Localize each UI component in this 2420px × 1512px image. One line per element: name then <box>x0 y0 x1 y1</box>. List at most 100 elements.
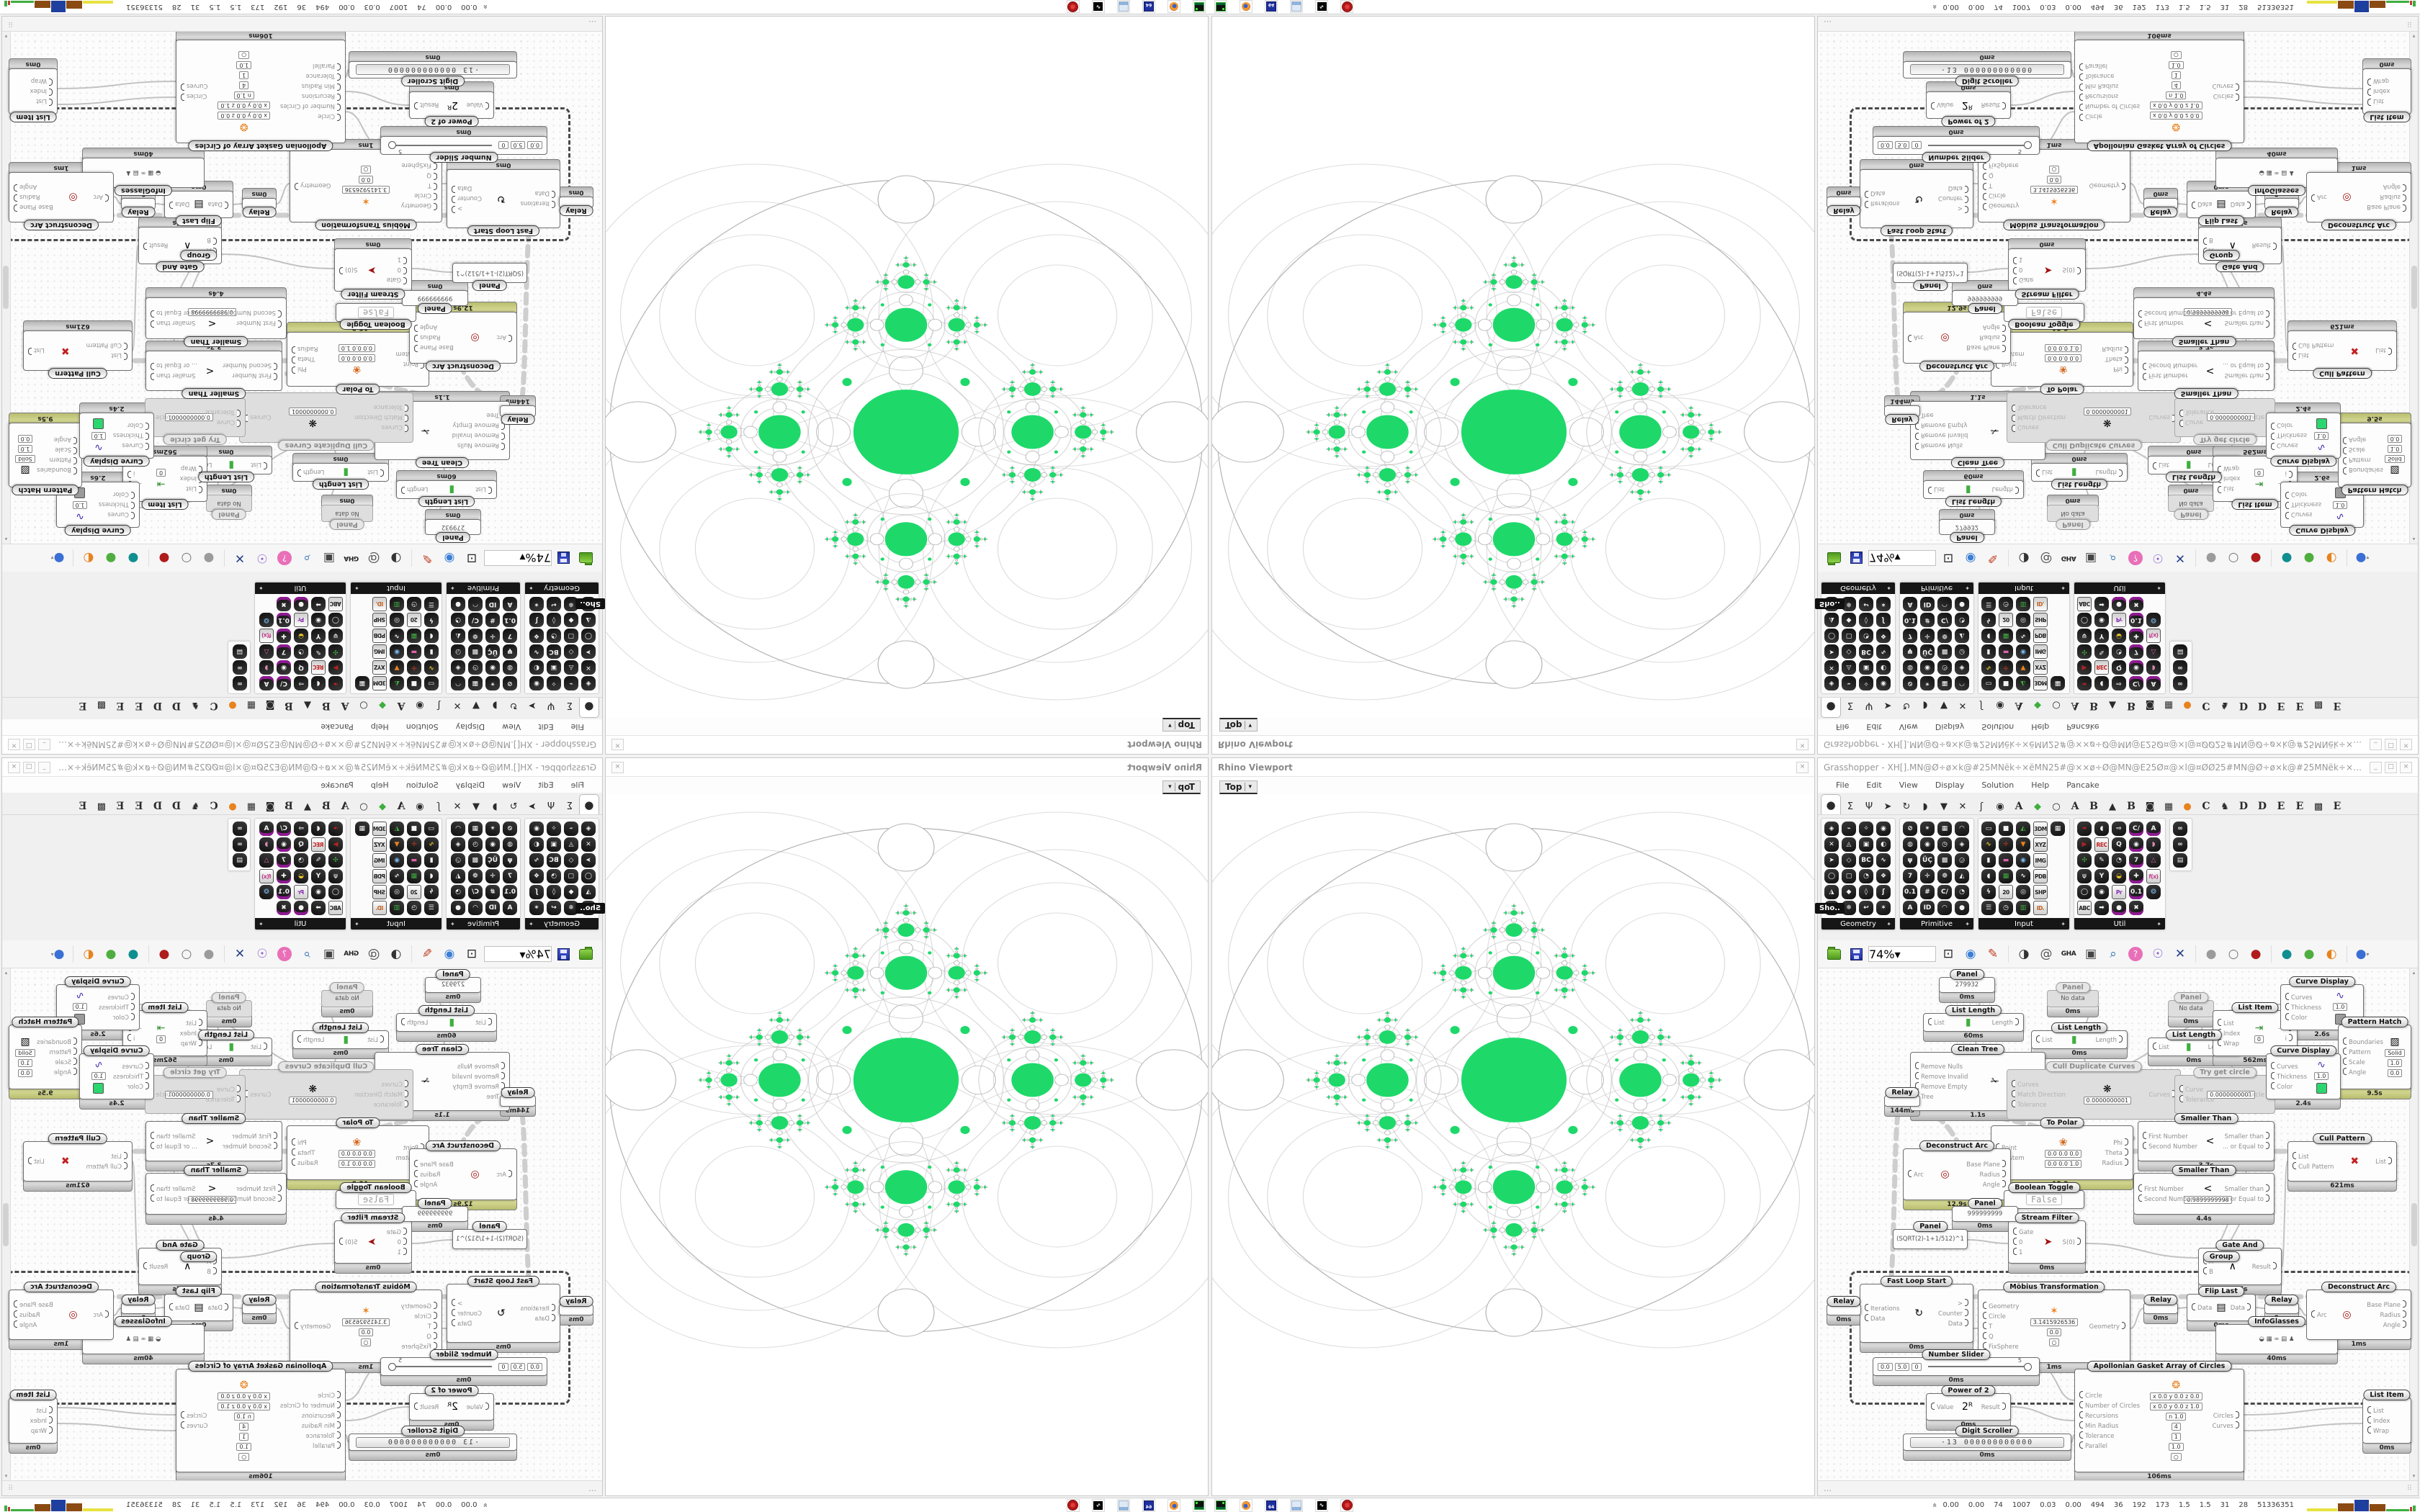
input-param[interactable]: Index <box>2367 1416 2390 1426</box>
object-button[interactable]: ◑ <box>390 551 402 565</box>
value-box[interactable]: 4 <box>2171 81 2181 89</box>
input-param[interactable]: List <box>36 1406 53 1416</box>
component-icon[interactable]: 20 <box>1999 613 2013 627</box>
preview-off-button[interactable]: ● <box>203 947 215 961</box>
component-icon[interactable]: ▦ <box>2051 822 2065 836</box>
component-icon[interactable]: # <box>485 885 500 899</box>
node-apollonian-gasket-array-of-circles[interactable]: Apollonian Gasket Array of Circles Circle… <box>176 1361 346 1480</box>
component-icon[interactable]: f(x) <box>259 869 274 883</box>
input-param[interactable]: 1 <box>2013 1248 2022 1257</box>
component-icon[interactable]: ◔ <box>294 644 308 659</box>
input-param[interactable]: Arc <box>2311 1310 2327 1320</box>
output-param[interactable]: Theta <box>292 1148 315 1158</box>
custom-preview-green-button[interactable]: ● <box>2303 551 2315 565</box>
output-param[interactable]: Angle <box>1983 1180 2006 1189</box>
input-param[interactable]: Circle <box>318 1391 341 1400</box>
input-param[interactable]: Cull Pattern <box>2293 1162 2334 1171</box>
component-icon[interactable]: ABC <box>328 597 343 611</box>
component-icon[interactable]: ⍦ <box>328 869 343 883</box>
component-icon[interactable]: ⊘ <box>503 676 517 690</box>
node-cull-duplicate-curves[interactable]: Cull Duplicate Curves Curves Match Directi… <box>239 392 413 451</box>
category-tab-8[interactable]: ʃ <box>1979 801 1984 812</box>
input-param[interactable]: List <box>111 351 127 361</box>
component-icon[interactable]: ʃ <box>1876 613 1891 627</box>
input-param[interactable]: Second Number <box>2143 1142 2197 1151</box>
weave-button[interactable]: ✕ <box>234 551 246 565</box>
output-param[interactable]: > <box>452 204 462 214</box>
output-param[interactable]: Curves <box>181 1421 208 1431</box>
input-param[interactable]: Cull Pattern <box>2293 341 2334 351</box>
finder-button[interactable]: ⌕ <box>2110 947 2117 961</box>
component-icon[interactable]: ▤ <box>2173 644 2187 659</box>
component-icon[interactable]: 0.1 <box>1903 613 1917 627</box>
component-icon[interactable]: ʃ <box>1876 885 1891 899</box>
input-param[interactable]: Thickness <box>113 431 149 441</box>
node-power-of-2[interactable]: Power of 2 Value 2ᴿ Result 0ms <box>409 81 494 127</box>
component-icon[interactable]: ▤ <box>2173 853 2187 868</box>
component-icon[interactable]: ◯ <box>581 629 596 643</box>
input-param[interactable]: Min Radius <box>2079 82 2118 91</box>
component-icon[interactable]: Q <box>294 660 308 675</box>
component-icon[interactable]: A <box>2146 822 2161 836</box>
preview-wireframe-button[interactable]: ○ <box>181 551 192 565</box>
input-param[interactable]: Recursions <box>302 1411 341 1421</box>
node-panel[interactable]: Panel No data 0ms <box>2047 982 2099 1017</box>
input-param[interactable]: Arc <box>93 1310 109 1320</box>
component-icon[interactable]: ▥ <box>390 597 404 611</box>
component-icon[interactable]: ☰ <box>424 597 439 611</box>
output-param[interactable]: Geometry <box>295 181 331 191</box>
component-icon[interactable]: ▥ <box>2016 597 2030 611</box>
component-icon[interactable]: ✛ <box>1920 869 1935 883</box>
value-box[interactable]: 0.0000000001 <box>2083 408 2132 415</box>
component-icon[interactable]: Q <box>2112 837 2126 852</box>
input-param[interactable]: Color <box>2271 1082 2293 1092</box>
component-icon[interactable]: REC <box>2094 660 2109 675</box>
category-tab-3[interactable]: ➤ <box>1883 700 1892 711</box>
firefox-icon[interactable] <box>1240 0 1252 14</box>
floppy-64-icon[interactable]: 64 <box>1142 1498 1155 1512</box>
component-icon[interactable]: ◍ <box>1903 837 1917 852</box>
input-param[interactable]: 1 <box>398 1248 407 1257</box>
close-icon[interactable]: × <box>611 761 624 773</box>
value-box[interactable]: x 0.0 y 0.0 z 0.0 <box>2149 1392 2202 1400</box>
preview-off-button[interactable]: ● <box>203 551 215 565</box>
component-icon[interactable]: ▩ <box>1937 644 1952 659</box>
input-param[interactable]: Iterations <box>1865 1304 1899 1313</box>
input-param[interactable]: Thickness <box>99 500 135 510</box>
chevron-down-icon[interactable]: ▾ <box>50 950 54 958</box>
node-digit-scroller[interactable]: Digit Scroller ·13 000000000000 0ms <box>349 1426 517 1461</box>
gh-canvas[interactable]: Group Panel 279932 0ms List Length List ▮ Lengt… <box>1818 968 2418 1480</box>
node-panel[interactable]: Panel (SQRT(2)-1+1/512)^1 <box>1893 1221 1968 1249</box>
component-icon[interactable]: 7 <box>277 853 291 868</box>
value-box[interactable]: 1.0 <box>72 1003 88 1011</box>
category-tab-5[interactable]: ◗ <box>492 801 498 812</box>
window-button[interactable]: ▣ <box>323 551 336 565</box>
output-param[interactable]: Radius <box>1979 1170 2006 1179</box>
component-icon[interactable]: ◬ <box>564 837 578 852</box>
output-param[interactable]: Smaller than <box>2225 372 2269 381</box>
slider-value[interactable]: 0 <box>1912 1362 1922 1371</box>
panel-footer-util[interactable]: Util ✦ <box>2074 918 2165 930</box>
rhino-titlebar[interactable]: Rhino Viewport × <box>1212 758 1814 777</box>
component-icon[interactable]: ▢ <box>564 629 578 643</box>
input-param[interactable]: Pattern <box>49 456 77 465</box>
category-tab-17[interactable]: ◙ <box>2145 801 2155 812</box>
input-param[interactable]: Number of Circles <box>2079 102 2140 112</box>
input-param[interactable]: First Number <box>2138 1184 2184 1194</box>
component-icon[interactable]: ◉ <box>390 644 404 659</box>
component-icon[interactable]: △ <box>259 853 274 868</box>
component-icon[interactable]: △ <box>2146 853 2161 868</box>
component-icon[interactable]: Pr <box>294 885 308 899</box>
component-icon[interactable]: ◒ <box>2112 629 2126 643</box>
category-tab-7[interactable]: ✕ <box>1958 700 1967 711</box>
component-icon[interactable]: ↩ <box>547 901 561 915</box>
output-param[interactable]: ... or Equal to <box>2223 361 2269 371</box>
component-icon[interactable]: 20 <box>407 885 421 899</box>
menu-solution[interactable]: Solution <box>405 780 439 790</box>
output-param[interactable]: Curves <box>2212 1421 2239 1431</box>
node-apollonian-gasket-array-of-circles[interactable]: Apollonian Gasket Array of Circles Circle… <box>2074 32 2244 151</box>
node-cull-pattern[interactable]: Cull Pattern List Cull Pattern ✖ List 621ms <box>23 320 133 379</box>
output-param[interactable]: Data <box>169 200 189 210</box>
value-box[interactable]: 1 <box>239 1433 249 1441</box>
